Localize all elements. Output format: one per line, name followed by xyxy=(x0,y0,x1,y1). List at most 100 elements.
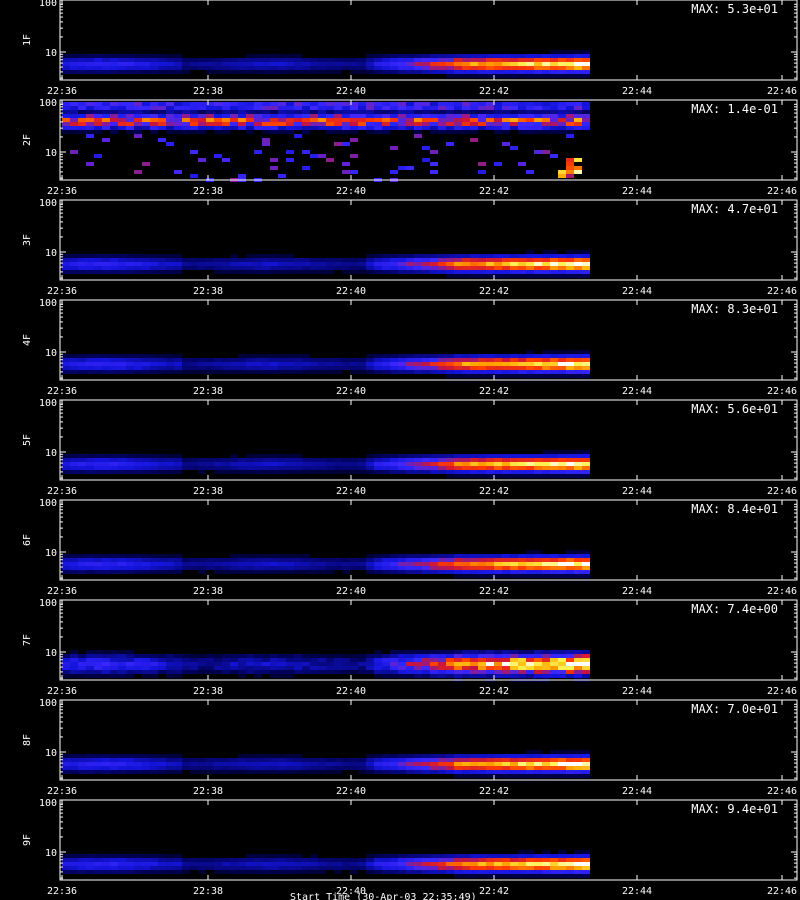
heatmap-cell xyxy=(382,118,390,122)
heatmap-cell xyxy=(342,126,350,130)
heatmap-cell xyxy=(326,266,334,270)
heatmap-cell xyxy=(334,370,342,374)
heatmap-cell xyxy=(414,858,422,862)
heatmap-cell xyxy=(382,674,390,678)
heatmap-cell xyxy=(478,70,486,74)
heatmap-cell xyxy=(158,666,166,670)
heatmap-cell xyxy=(342,362,350,366)
heatmap-cell xyxy=(94,362,102,366)
heatmap-cell xyxy=(126,470,134,474)
heatmap-cell xyxy=(342,662,350,666)
heatmap-cell xyxy=(254,858,262,862)
heatmap-cell xyxy=(582,870,590,874)
heatmap-cell xyxy=(478,274,486,278)
heatmap-cell xyxy=(374,658,382,662)
heatmap-cell xyxy=(518,54,526,58)
heatmap-cell xyxy=(438,674,446,678)
heatmap-cell xyxy=(518,650,526,654)
heatmap-cell xyxy=(574,350,582,354)
heatmap-cell xyxy=(582,366,590,370)
heatmap-cell xyxy=(190,362,198,366)
heatmap-cell xyxy=(558,366,566,370)
heatmap-cell xyxy=(414,462,422,466)
heatmap-cell xyxy=(454,766,462,770)
heatmap-cell xyxy=(390,106,398,110)
heatmap-cell xyxy=(174,862,182,866)
heatmap-cell xyxy=(574,574,582,578)
heatmap-cell xyxy=(118,262,126,266)
heatmap-cell xyxy=(302,662,310,666)
heatmap-cell xyxy=(574,750,582,754)
heatmap-cell xyxy=(254,262,262,266)
heatmap-cell xyxy=(502,566,510,570)
heatmap-cell xyxy=(182,266,190,270)
heatmap-cell xyxy=(454,358,462,362)
heatmap-cell xyxy=(366,114,374,118)
heatmap-cell xyxy=(518,662,526,666)
heatmap-cell xyxy=(174,662,182,666)
heatmap-cell xyxy=(414,762,422,766)
heatmap-cell xyxy=(454,558,462,562)
heatmap-cell xyxy=(134,370,142,374)
heatmap-cell xyxy=(182,558,190,562)
heatmap-cell xyxy=(350,130,358,134)
heatmap-cell xyxy=(494,666,502,670)
heatmap-cell xyxy=(502,126,510,130)
heatmap-cell xyxy=(582,858,590,862)
heatmap-cell xyxy=(86,66,94,70)
heatmap-cell xyxy=(302,62,310,66)
heatmap-cell xyxy=(550,466,558,470)
heatmap-cell xyxy=(134,658,142,662)
heatmap-cell xyxy=(134,554,142,558)
x-tick-label: 22:38 xyxy=(193,886,223,897)
heatmap-cell xyxy=(374,470,382,474)
heatmap-cell xyxy=(390,102,398,106)
heatmap-cell xyxy=(238,658,246,662)
heatmap-cell xyxy=(262,470,270,474)
max-annotation: MAX: 8.3e+01 xyxy=(691,302,778,316)
heatmap-cell xyxy=(494,462,502,466)
heatmap-cell xyxy=(254,150,262,154)
heatmap-cell xyxy=(102,102,110,106)
heatmap-cell xyxy=(550,350,558,354)
heatmap-cell xyxy=(494,122,502,126)
heatmap-cell xyxy=(366,354,374,358)
heatmap-cell xyxy=(422,566,430,570)
y-tick-label: 10 xyxy=(45,48,57,59)
heatmap-cell xyxy=(542,102,550,106)
heatmap-cell xyxy=(206,366,214,370)
heatmap-cell xyxy=(558,850,566,854)
heatmap-cell xyxy=(302,118,310,122)
heatmap-cell xyxy=(230,770,238,774)
heatmap-cell xyxy=(94,570,102,574)
heatmap-cell xyxy=(254,114,262,118)
heatmap-cell xyxy=(558,854,566,858)
heatmap-cell xyxy=(214,462,222,466)
heatmap-cell xyxy=(198,102,206,106)
heatmap-cell xyxy=(350,766,358,770)
heatmap-cell xyxy=(454,574,462,578)
heatmap-cell xyxy=(398,554,406,558)
heatmap-cell xyxy=(190,762,198,766)
heatmap-cell xyxy=(102,122,110,126)
heatmap-cell xyxy=(470,654,478,658)
heatmap-cell xyxy=(294,758,302,762)
heatmap-cell xyxy=(326,562,334,566)
heatmap-cell xyxy=(62,62,70,66)
heatmap-cell xyxy=(182,102,190,106)
heatmap-cell xyxy=(414,354,422,358)
heatmap-cell xyxy=(494,58,502,62)
heatmap-cell xyxy=(558,374,566,378)
heatmap-cell xyxy=(534,366,542,370)
heatmap-cell xyxy=(526,774,534,778)
heatmap-cell xyxy=(102,862,110,866)
heatmap-cell xyxy=(262,266,270,270)
heatmap-cell xyxy=(134,870,142,874)
heatmap-cell xyxy=(222,558,230,562)
heatmap-cell xyxy=(502,122,510,126)
heatmap-cell xyxy=(102,462,110,466)
heatmap-cell xyxy=(430,354,438,358)
heatmap-cell xyxy=(158,258,166,262)
heatmap-cell xyxy=(398,470,406,474)
heatmap-cell xyxy=(486,354,494,358)
